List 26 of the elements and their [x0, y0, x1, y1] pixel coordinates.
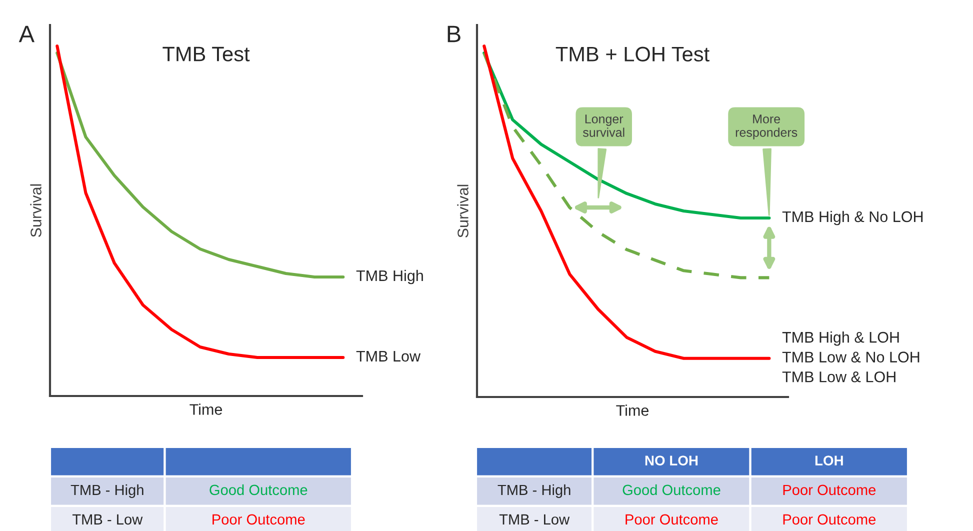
- text: A: [18, 26, 34, 42]
- chart-title: TMB + LOH Test: [556, 46, 710, 62]
- y-axis-title: Survival: [30, 184, 42, 237]
- text: Poor Outcome: [783, 514, 876, 525]
- category-label: TMB - Low: [499, 514, 570, 525]
- series-label: TMB Low: [356, 350, 421, 362]
- text: Good Outcome: [210, 484, 308, 496]
- text: B: [448, 26, 460, 42]
- annotation: More responders: [736, 114, 798, 140]
- annotation: Longer survival: [583, 114, 624, 137]
- category-label: LOH: [815, 456, 843, 466]
- text: Good Outcome: [622, 484, 720, 496]
- category-label: NO LOH: [645, 456, 698, 466]
- x-axis-title: Time: [616, 404, 649, 416]
- text: Poor Outcome: [626, 514, 718, 525]
- series-label: TMB High: [356, 270, 423, 284]
- text: Poor Outcome: [212, 514, 305, 525]
- category-label: TMB - High: [70, 484, 144, 498]
- series-label: TMB High & LOH TMB Low & No LOH TMB Low & LOH: [782, 332, 920, 382]
- y-axis-title: Survival: [457, 184, 468, 238]
- x-axis-title: Time: [190, 404, 222, 415]
- category-label: TMB - Low: [72, 514, 143, 525]
- chart-title: TMB Test: [162, 46, 250, 62]
- category-label: TMB - High: [498, 484, 570, 498]
- text: Poor Outcome: [783, 484, 876, 496]
- series-label: TMB High & No LOH: [782, 210, 923, 226]
